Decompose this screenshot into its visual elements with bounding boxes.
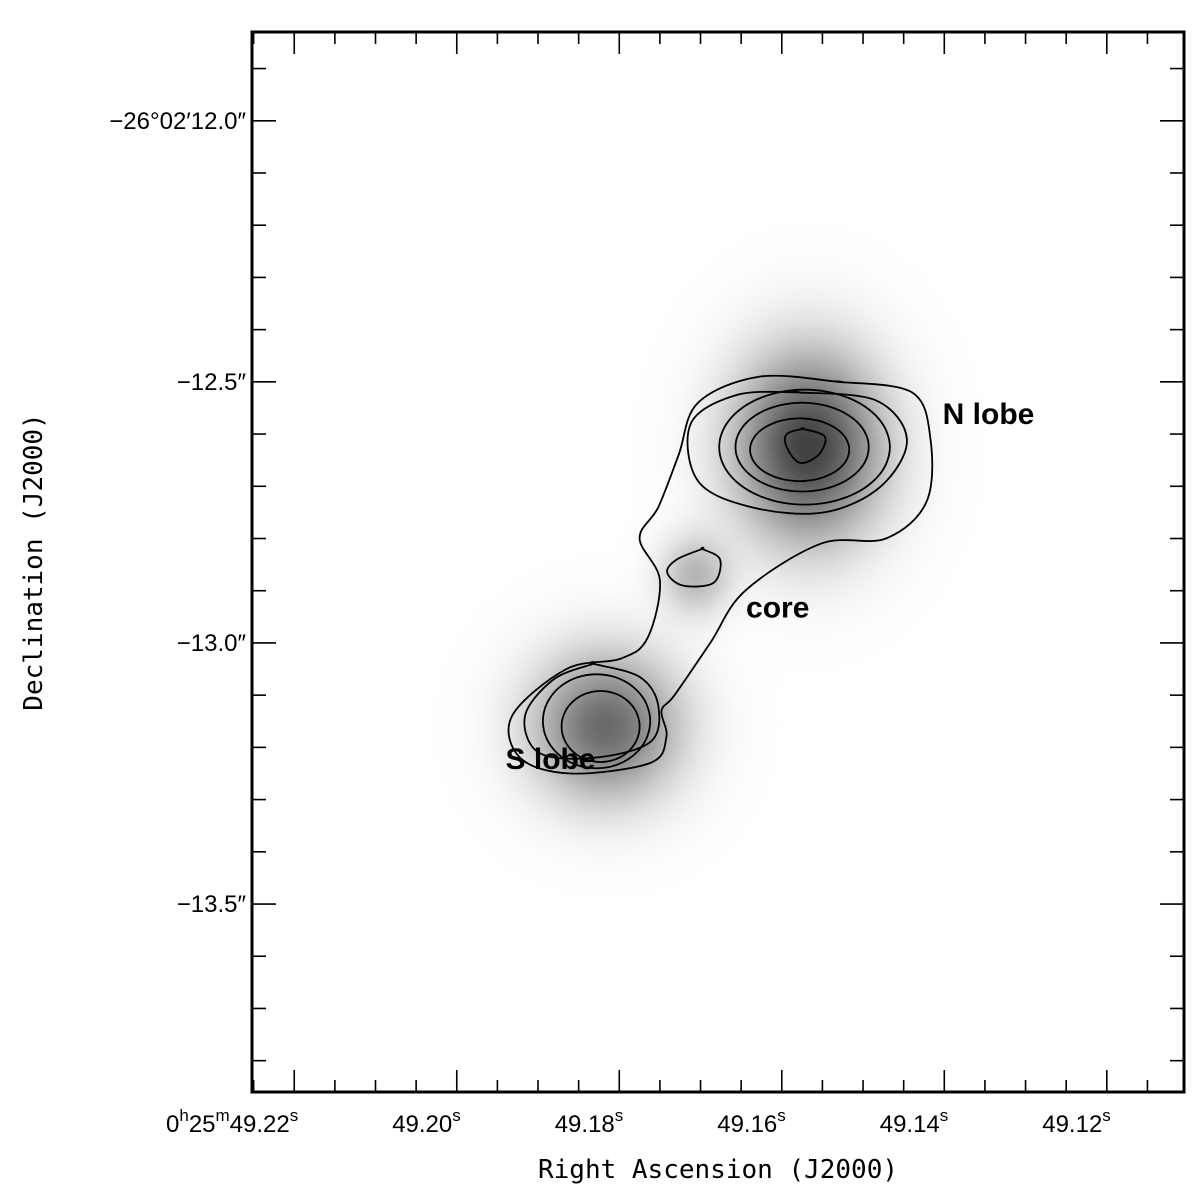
plot-frame — [250, 30, 1186, 1094]
x-tick-label: 49.12s — [1042, 1106, 1111, 1138]
contour-S-3 — [560, 690, 641, 763]
contour-N-2 — [718, 388, 891, 506]
y-tick-label: −13.5″ — [177, 891, 247, 918]
contour-N-4 — [749, 417, 851, 482]
x-tick-label: 49.16s — [717, 1106, 786, 1138]
y-tick-labels: −26°02′12.0″ −12.5″ −13.0″ −13.5″ — [109, 108, 246, 918]
axis-ticks — [252, 32, 1184, 1092]
x-tick-label: 49.18s — [555, 1106, 624, 1138]
annotation-s-lobe: S lobe — [506, 743, 596, 776]
contour-S-2 — [542, 673, 652, 770]
intensity-image — [252, 32, 1184, 1092]
x-tick-label: 0h25m49.22s — [166, 1106, 298, 1138]
source-annotations: N lobe core S lobe — [506, 398, 1035, 776]
y-tick-label: −26°02′12.0″ — [109, 108, 246, 135]
y-axis-title: Declination (J2000) — [19, 413, 49, 710]
contour-N-1 — [686, 390, 908, 515]
x-tick-labels: 0h25m49.22s 49.20s 49.18s 49.16s 49.14s 49.12… — [166, 1106, 1111, 1138]
y-tick-label: −12.5″ — [177, 369, 247, 396]
contour-N-3 — [734, 401, 870, 493]
x-tick-label: 49.14s — [880, 1106, 949, 1138]
x-tick-label: 49.20s — [392, 1106, 461, 1138]
annotation-n-lobe: N lobe — [943, 398, 1035, 431]
contour-N-5 — [783, 427, 827, 464]
contour-levels — [507, 374, 934, 775]
contour-outer — [507, 374, 934, 775]
annotation-core: core — [746, 591, 809, 624]
y-tick-label: −13.0″ — [177, 630, 247, 657]
greyscale-raster — [252, 32, 1184, 1092]
x-axis-title: Right Ascension (J2000) — [538, 1155, 898, 1185]
contour-core — [666, 546, 722, 588]
